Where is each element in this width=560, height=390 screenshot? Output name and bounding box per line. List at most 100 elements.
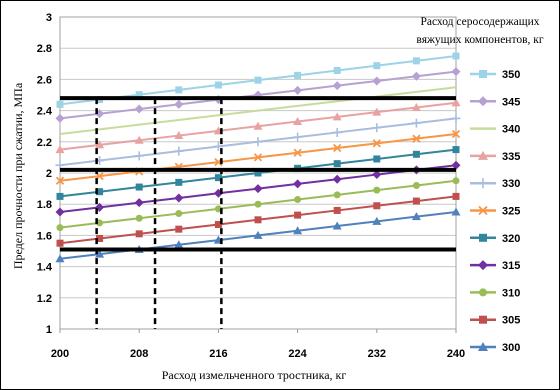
series-point-305	[294, 211, 302, 219]
series-point-305	[373, 202, 381, 210]
series-point-315	[451, 160, 461, 170]
series-point-335	[134, 135, 144, 144]
series-point-345	[451, 67, 461, 77]
series-point-335	[253, 121, 263, 130]
reference-lines	[60, 96, 456, 329]
series-point-320	[254, 169, 262, 177]
legend-label: 330	[502, 178, 520, 190]
series-point-305	[333, 206, 341, 214]
series-point-335	[372, 107, 382, 116]
axis-ticks: 1 1.2 1.4 1.6 1.8 2 2.2 2.4 2.6 2.8 3 200 208 216 224 2…	[37, 12, 465, 360]
series-point-350	[452, 52, 460, 60]
series-point-300	[95, 249, 105, 258]
series-point-320	[175, 178, 183, 186]
series-point-310	[333, 191, 341, 199]
legend-label: 345	[502, 96, 520, 108]
series-340	[59, 86, 457, 135]
series-point-305	[452, 192, 460, 200]
series-point-345	[372, 76, 382, 86]
series-point-310	[452, 177, 460, 185]
series-point-305	[214, 220, 222, 228]
y-tick-label: 2.4	[37, 106, 53, 118]
legend-swatch-marker	[478, 150, 488, 160]
series-point-305	[96, 235, 104, 243]
series-point-325	[293, 148, 302, 157]
series-point-315	[55, 207, 65, 217]
series-point-345	[174, 99, 184, 109]
legend-item-300: 300	[470, 342, 520, 354]
series-point-350	[175, 86, 183, 94]
series-point-300	[55, 254, 65, 263]
legend-swatch-marker	[479, 70, 487, 78]
series-point-350	[135, 91, 143, 99]
legend-swatch-marker	[478, 342, 488, 351]
series-point-350	[373, 62, 381, 70]
series-point-335	[95, 140, 105, 149]
series-point-305	[412, 197, 420, 205]
legend-label: 315	[502, 260, 520, 272]
series-point-310	[175, 210, 183, 218]
series-point-310	[412, 181, 420, 189]
series-310	[56, 177, 460, 232]
series-point-310	[254, 200, 262, 208]
x-tick-label: 208	[130, 348, 148, 360]
series-point-335	[451, 98, 461, 107]
series-point-350	[254, 76, 262, 84]
series-point-310	[56, 224, 64, 232]
legend-item-310: 310	[470, 287, 520, 299]
x-tick-label: 240	[447, 348, 465, 360]
y-tick-label: 1	[46, 324, 52, 336]
legend-label: 350	[502, 69, 520, 81]
series-point-330	[332, 127, 342, 137]
legend-item-330: 330	[470, 178, 520, 190]
series-point-320	[214, 174, 222, 182]
legend-swatch-marker	[479, 315, 487, 324]
series-point-330	[293, 132, 303, 142]
series-point-300	[174, 240, 184, 249]
series-point-325	[253, 153, 263, 162]
series-point-350	[214, 81, 222, 89]
legend-label: 340	[502, 124, 520, 136]
y-tick-label: 3	[46, 12, 52, 24]
series-point-325	[372, 139, 381, 148]
legend-item-305: 305	[470, 315, 520, 327]
series-point-330	[174, 146, 184, 156]
series-point-345	[134, 104, 144, 114]
series-point-335	[293, 117, 303, 126]
y-tick-label: 1.6	[37, 230, 52, 242]
y-tick-label: 1.4	[37, 262, 53, 274]
legend-swatch-marker	[479, 233, 487, 242]
legend-item-345: 345	[470, 96, 520, 108]
series-point-315	[134, 198, 144, 208]
series-point-325	[333, 143, 342, 153]
series-point-345	[293, 85, 303, 95]
x-tick-label: 216	[209, 348, 227, 360]
series-point-320	[412, 150, 420, 158]
x-tick-label: 224	[288, 348, 307, 360]
series-point-320	[373, 155, 381, 163]
series-345	[55, 67, 461, 123]
series-point-330	[451, 113, 461, 123]
series-point-305	[56, 239, 64, 247]
series-point-305	[175, 225, 183, 233]
legend-label: 335	[502, 151, 520, 163]
legend-label: 305	[502, 315, 520, 327]
legend-swatch-marker	[479, 288, 487, 297]
legend-item-315: 315	[470, 260, 520, 272]
series-point-300	[372, 216, 382, 225]
series-point-330	[213, 141, 223, 151]
y-tick-label: 2.8	[37, 43, 52, 55]
series-point-345	[411, 71, 421, 81]
series-305	[56, 192, 460, 247]
legend-label: 300	[502, 342, 520, 354]
series-point-330	[372, 123, 382, 133]
series-point-335	[55, 145, 65, 154]
series-point-320	[135, 183, 143, 191]
series-point-335	[332, 112, 342, 121]
series-point-330	[253, 137, 263, 147]
x-axis-title: Расход измельченного тростника, кг	[162, 368, 347, 382]
legend-label: 310	[502, 287, 520, 299]
series-point-350	[56, 100, 64, 108]
series-point-310	[373, 186, 381, 194]
series-point-350	[412, 57, 420, 65]
